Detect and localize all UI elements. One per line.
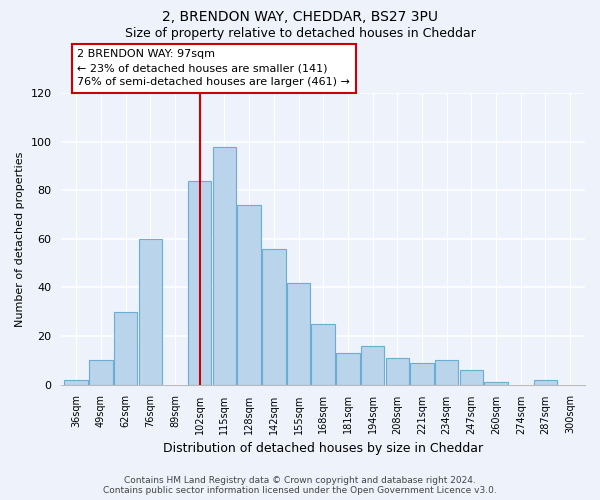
Bar <box>212 146 236 384</box>
Bar <box>435 360 458 384</box>
Bar <box>410 362 434 384</box>
Y-axis label: Number of detached properties: Number of detached properties <box>15 151 25 326</box>
Bar <box>238 205 261 384</box>
Bar <box>188 180 211 384</box>
Bar <box>139 239 162 384</box>
Bar <box>336 353 359 384</box>
Bar <box>64 380 88 384</box>
Bar <box>460 370 483 384</box>
Text: Size of property relative to detached houses in Cheddar: Size of property relative to detached ho… <box>125 28 475 40</box>
Text: 2 BRENDON WAY: 97sqm
← 23% of detached houses are smaller (141)
76% of semi-deta: 2 BRENDON WAY: 97sqm ← 23% of detached h… <box>77 50 350 88</box>
Text: Contains HM Land Registry data © Crown copyright and database right 2024.
Contai: Contains HM Land Registry data © Crown c… <box>103 476 497 495</box>
Bar <box>361 346 385 385</box>
Bar <box>262 248 286 384</box>
Bar <box>484 382 508 384</box>
Bar <box>114 312 137 384</box>
Bar <box>287 282 310 384</box>
Bar <box>534 380 557 384</box>
Bar <box>386 358 409 384</box>
Text: 2, BRENDON WAY, CHEDDAR, BS27 3PU: 2, BRENDON WAY, CHEDDAR, BS27 3PU <box>162 10 438 24</box>
Bar <box>311 324 335 384</box>
X-axis label: Distribution of detached houses by size in Cheddar: Distribution of detached houses by size … <box>163 442 483 455</box>
Bar <box>89 360 113 384</box>
